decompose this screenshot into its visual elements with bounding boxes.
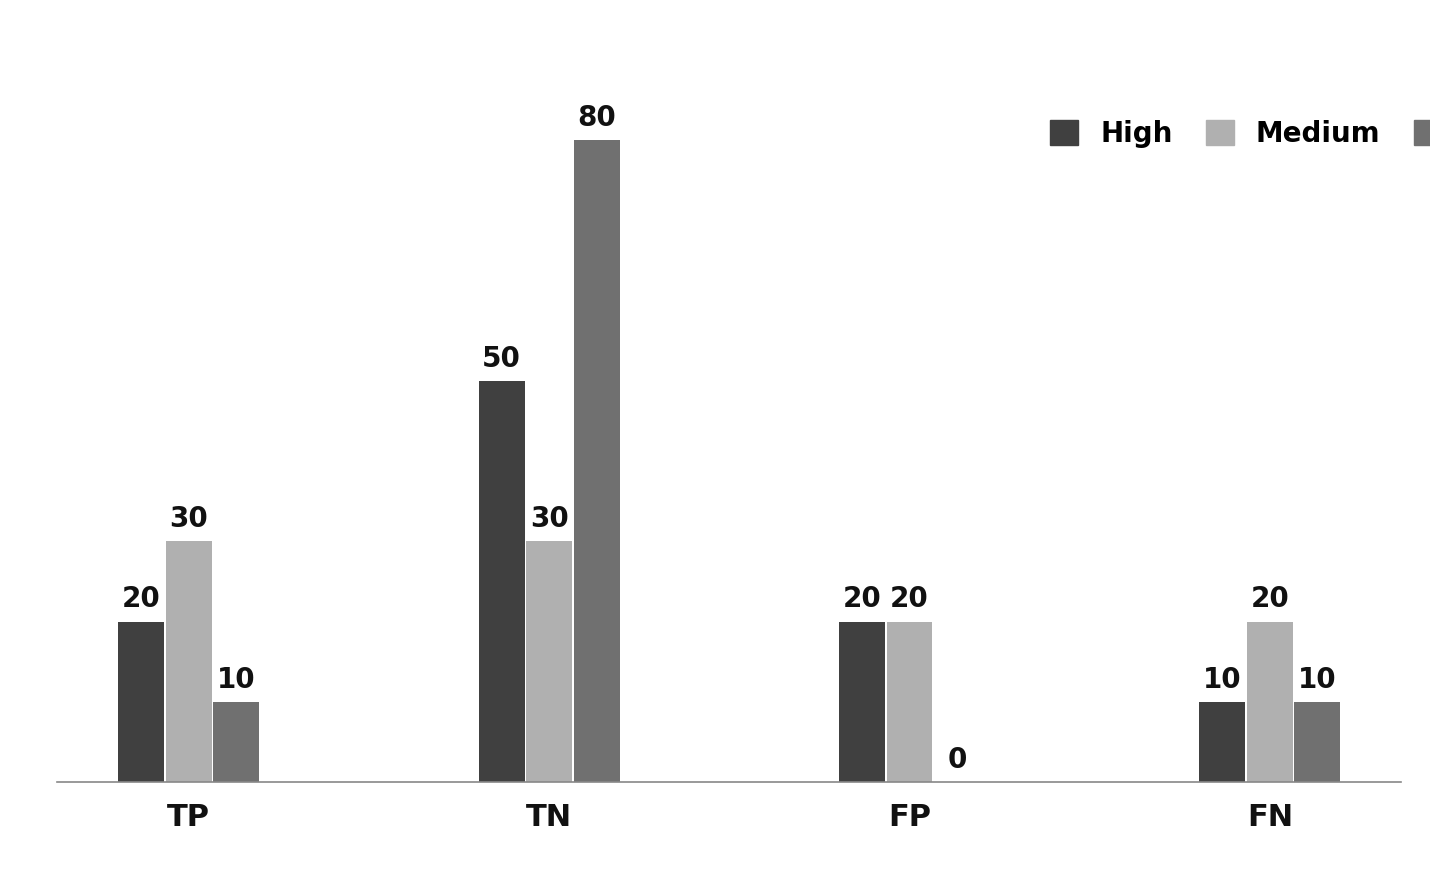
Bar [479,381,525,782]
Bar [1200,702,1246,782]
Bar [887,621,932,782]
Bar [166,541,212,782]
Bar [526,541,572,782]
Text: 80: 80 [578,103,616,132]
Bar [573,140,619,782]
Text: 20: 20 [1250,586,1290,614]
Bar [839,621,885,782]
Text: 10: 10 [1203,666,1241,693]
Bar [213,702,259,782]
Text: 50: 50 [482,345,521,373]
Text: 20: 20 [889,586,930,614]
Text: 0: 0 [947,746,967,774]
Bar [1294,702,1340,782]
Bar [1247,621,1293,782]
Text: 20: 20 [842,586,881,614]
Legend: High, Medium, Low: High, Medium, Low [1040,109,1430,159]
Text: 30: 30 [529,505,569,534]
Text: 20: 20 [122,586,160,614]
Text: 10: 10 [217,666,256,693]
Bar [119,621,164,782]
Text: 30: 30 [169,505,209,534]
Text: 10: 10 [1298,666,1337,693]
